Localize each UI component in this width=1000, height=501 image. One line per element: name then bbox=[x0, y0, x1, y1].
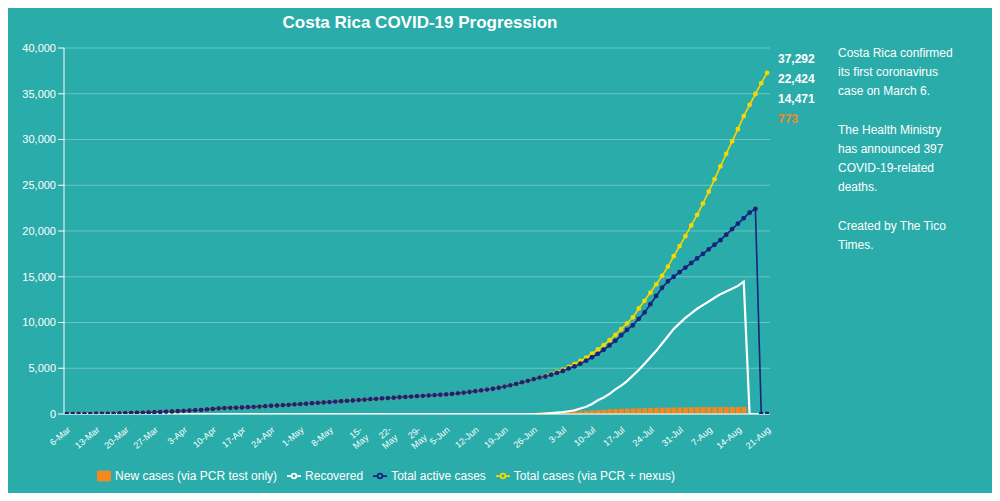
svg-text:15-May: 15-May bbox=[345, 424, 371, 450]
svg-text:8-May: 8-May bbox=[309, 424, 335, 448]
svg-text:12-Jun: 12-Jun bbox=[453, 425, 481, 450]
svg-text:6-Mar: 6-Mar bbox=[48, 425, 72, 448]
svg-text:5-Jun: 5-Jun bbox=[428, 425, 452, 447]
svg-text:22-May: 22-May bbox=[374, 424, 400, 450]
svg-text:10,000: 10,000 bbox=[22, 316, 56, 328]
svg-text:13-Mar: 13-Mar bbox=[73, 425, 101, 451]
svg-text:19-Jun: 19-Jun bbox=[482, 425, 510, 450]
svg-text:0: 0 bbox=[50, 408, 56, 420]
html-text:14,471: 14,471 bbox=[778, 92, 815, 106]
svg-text:24-Jul: 24-Jul bbox=[631, 425, 656, 448]
svg-text:21-Aug: 21-Aug bbox=[744, 425, 773, 451]
svg-text:15,000: 15,000 bbox=[22, 271, 56, 283]
html-text:Recovered: Recovered bbox=[305, 469, 364, 483]
html-text:Total cases (via PCR + nexus): Total cases (via PCR + nexus) bbox=[513, 469, 675, 483]
html-text:Total active cases: Total active cases bbox=[391, 469, 486, 483]
html-text:37,292: 37,292 bbox=[778, 52, 815, 66]
svg-text:31-Jul: 31-Jul bbox=[660, 425, 685, 448]
svg-text:26-Jun: 26-Jun bbox=[512, 425, 540, 450]
svg-text:14-Aug: 14-Aug bbox=[715, 425, 744, 451]
svg-text:20-Mar: 20-Mar bbox=[102, 425, 130, 451]
svg-text:27-Mar: 27-Mar bbox=[132, 425, 160, 451]
html-text:Costa Rica COVID-19 Progressio: Costa Rica COVID-19 Progression bbox=[282, 13, 558, 32]
html-text:22,424: 22,424 bbox=[778, 72, 815, 86]
svg-text:1-May: 1-May bbox=[280, 424, 306, 448]
html-text:773: 773 bbox=[778, 112, 798, 126]
svg-text:20,000: 20,000 bbox=[22, 225, 56, 237]
svg-text:30,000: 30,000 bbox=[22, 133, 56, 145]
svg-text:17-Apr: 17-Apr bbox=[220, 425, 247, 450]
svg-text:10-Apr: 10-Apr bbox=[191, 425, 218, 450]
svg-text:24-Apr: 24-Apr bbox=[249, 425, 276, 450]
svg-text:7-Aug: 7-Aug bbox=[689, 425, 714, 448]
svg-text:5,000: 5,000 bbox=[28, 362, 56, 374]
svg-text:3-Jul: 3-Jul bbox=[547, 425, 568, 445]
svg-text:40,000: 40,000 bbox=[22, 42, 56, 54]
svg-text:17-Jul: 17-Jul bbox=[601, 425, 626, 448]
svg-text:29-May: 29-May bbox=[403, 424, 429, 450]
svg-text:35,000: 35,000 bbox=[22, 88, 56, 100]
html-text:Costa Rica confirmed its first: Costa Rica confirmed its first coronavir… bbox=[838, 46, 953, 252]
svg-text:10-Jul: 10-Jul bbox=[572, 425, 597, 448]
svg-text:25,000: 25,000 bbox=[22, 179, 56, 191]
html-text:New cases (via PCR test only): New cases (via PCR test only) bbox=[115, 469, 278, 483]
svg-text:3-Apr: 3-Apr bbox=[166, 425, 189, 447]
